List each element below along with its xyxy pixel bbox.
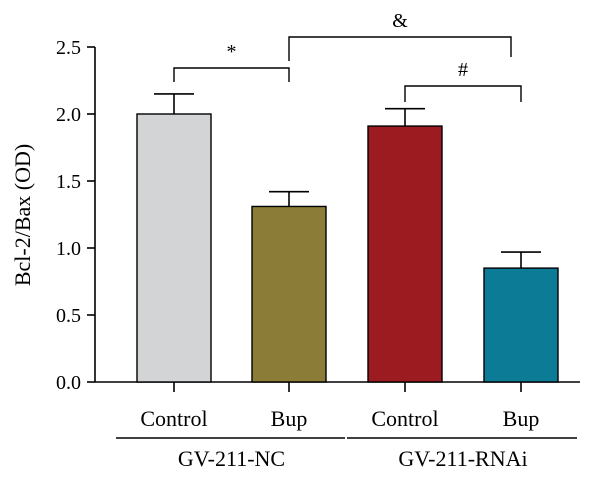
y-tick-label: 0.5	[56, 305, 81, 327]
y-axis-label: Bcl-2/Bax (OD)	[10, 144, 35, 286]
group-label: GV-211-RNAi	[398, 446, 527, 471]
significance-symbol: *	[227, 41, 237, 63]
y-tick-label: 1.5	[56, 171, 81, 193]
bar	[483, 267, 559, 383]
y-tick-label: 1.0	[56, 238, 81, 260]
significance-bracket	[173, 67, 290, 82]
plot-area: 0.0 0.5 1.0 1.5 2.0 2.5 Control Bup Control Bup GV…	[56, 10, 580, 471]
significance-bracket	[288, 36, 512, 61]
y-tick-label: 2.0	[56, 104, 81, 126]
bar	[251, 205, 327, 383]
significance-bracket	[404, 85, 522, 102]
x-tick-label: Control	[371, 406, 438, 431]
bar	[367, 125, 443, 383]
significance-symbol: #	[458, 59, 468, 81]
y-tick-label: 0.0	[56, 372, 81, 394]
x-tick-label: Control	[140, 406, 207, 431]
group-label: GV-211-NC	[178, 446, 285, 471]
x-tick-label: Bup	[503, 406, 540, 431]
bar	[136, 113, 212, 383]
y-tick-label: 2.5	[56, 37, 81, 59]
x-tick-label: Bup	[271, 406, 308, 431]
significance-symbol: &	[392, 10, 408, 32]
